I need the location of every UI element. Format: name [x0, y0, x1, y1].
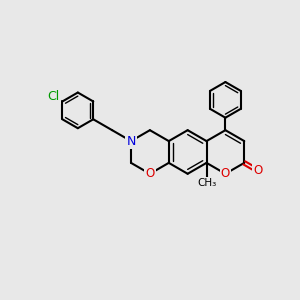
Text: O: O — [221, 167, 230, 180]
Text: O: O — [145, 167, 154, 180]
Text: O: O — [254, 164, 262, 177]
Text: N: N — [126, 135, 136, 148]
Text: Cl: Cl — [48, 90, 60, 103]
Text: CH₃: CH₃ — [197, 178, 216, 188]
